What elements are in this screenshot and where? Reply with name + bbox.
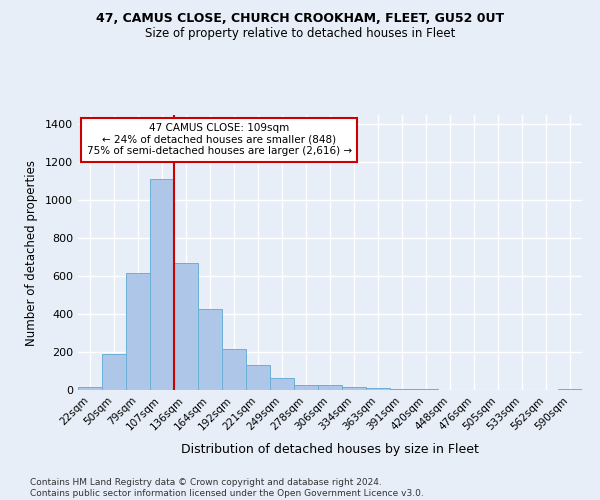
Text: 47, CAMUS CLOSE, CHURCH CROOKHAM, FLEET, GU52 0UT: 47, CAMUS CLOSE, CHURCH CROOKHAM, FLEET,… [96, 12, 504, 26]
Bar [294, 386, 318, 390]
Bar [222, 349, 246, 390]
Bar [342, 387, 366, 390]
Bar [318, 386, 342, 390]
Text: Contains HM Land Registry data © Crown copyright and database right 2024.
Contai: Contains HM Land Registry data © Crown c… [30, 478, 424, 498]
Text: 47 CAMUS CLOSE: 109sqm
← 24% of detached houses are smaller (848)
75% of semi-de: 47 CAMUS CLOSE: 109sqm ← 24% of detached… [86, 123, 352, 156]
Bar [198, 310, 222, 390]
Bar [102, 354, 126, 390]
Text: Size of property relative to detached houses in Fleet: Size of property relative to detached ho… [145, 28, 455, 40]
Bar [174, 263, 198, 390]
Bar [390, 389, 414, 390]
Bar [150, 180, 174, 390]
Y-axis label: Number of detached properties: Number of detached properties [25, 160, 38, 346]
Bar [126, 274, 150, 390]
Bar [366, 388, 390, 390]
Bar [558, 389, 582, 390]
Bar [270, 378, 294, 390]
Bar [78, 387, 102, 390]
X-axis label: Distribution of detached houses by size in Fleet: Distribution of detached houses by size … [181, 443, 479, 456]
Bar [246, 366, 270, 390]
